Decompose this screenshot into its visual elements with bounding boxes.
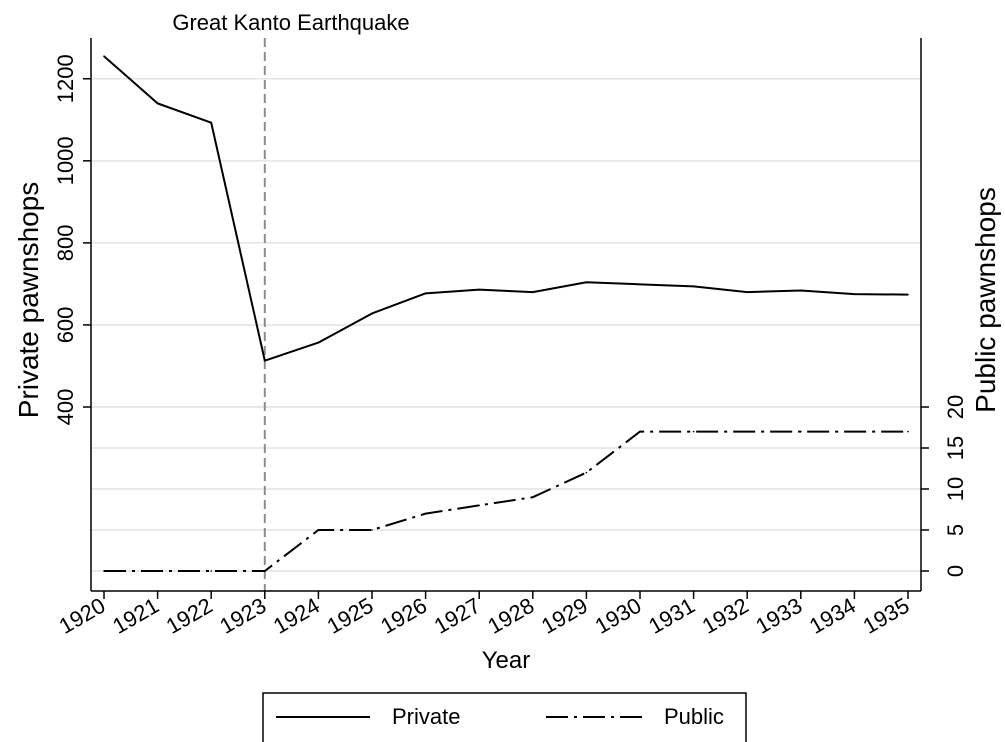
y-left-tick-label-800: 800 (53, 225, 78, 262)
data-point-public-1922 (210, 570, 212, 572)
series-line-private (103, 55, 909, 362)
data-point-public-1935 (907, 430, 909, 433)
x-tick-label-1931: 1931 (644, 593, 699, 639)
data-point-public-1930 (639, 430, 641, 433)
data-point-private-1935 (907, 293, 909, 296)
y-right-tick-label-0: 0 (943, 565, 968, 577)
data-point-private-1921 (156, 102, 159, 105)
data-point-private-1933 (800, 289, 802, 292)
y-axis-right-label: Public pawnshops (970, 187, 1001, 413)
data-point-private-1928 (532, 291, 534, 293)
y-left-tick-label-1200: 1200 (53, 54, 78, 103)
x-tick-label-1923: 1923 (215, 593, 270, 639)
data-point-public-1921 (156, 570, 159, 572)
data-point-public-1924 (317, 529, 320, 531)
x-tick-label-1920: 1920 (55, 593, 110, 639)
data-point-private-1925 (371, 312, 373, 315)
x-tick-label-1933: 1933 (751, 593, 806, 639)
x-tick-label-1932: 1932 (698, 593, 753, 639)
data-point-private-1930 (639, 283, 641, 286)
data-point-private-1931 (692, 285, 695, 288)
data-point-private-1922 (210, 121, 212, 124)
data-point-private-1934 (853, 293, 856, 295)
data-point-public-1934 (853, 430, 856, 433)
series-lines (103, 55, 909, 572)
series-line-public (104, 430, 908, 572)
data-point-private-1926 (424, 292, 427, 295)
x-tick-label-1925: 1925 (323, 593, 378, 639)
data-point-private-1920 (103, 55, 105, 57)
data-point-private-1929 (585, 281, 588, 284)
data-point-public-1928 (532, 496, 534, 499)
data-point-private-1923 (264, 359, 266, 362)
y-right-tick-label-5: 5 (943, 524, 968, 536)
data-point-private-1932 (746, 291, 748, 293)
x-tick-label-1935: 1935 (859, 593, 914, 639)
y-left-tick-label-400: 400 (53, 389, 78, 426)
gridlines (91, 78, 921, 572)
earthquake-label: Great Kanto Earthquake (172, 10, 409, 35)
data-point-public-1929 (585, 471, 588, 474)
data-point-public-1920 (103, 570, 105, 572)
x-tick-label-1921: 1921 (108, 593, 163, 639)
data-point-public-1923 (264, 570, 266, 572)
y-right-tick-label-15: 15 (943, 436, 968, 460)
data-point-public-1927 (478, 504, 481, 507)
legend: Private Public (262, 692, 747, 742)
x-tick-label-1922: 1922 (162, 593, 217, 639)
data-point-public-1925 (371, 529, 373, 531)
y-right-tick-label-10: 10 (943, 477, 968, 501)
x-tick-label-1928: 1928 (483, 593, 538, 639)
axes: 4006008001000120005101520192019211922192… (53, 38, 968, 639)
x-axis-label: Year (482, 647, 531, 674)
data-point-private-1927 (478, 288, 481, 291)
x-tick-label-1924: 1924 (269, 593, 324, 639)
x-tick-label-1926: 1926 (376, 593, 431, 639)
data-point-public-1926 (424, 512, 427, 515)
data-point-private-1924 (317, 341, 320, 344)
y-right-tick-label-20: 20 (943, 395, 968, 419)
y-left-tick-label-1000: 1000 (53, 136, 78, 185)
x-tick-label-1929: 1929 (537, 593, 592, 639)
x-tick-label-1930: 1930 (591, 593, 646, 639)
y-left-tick-label-600: 600 (53, 307, 78, 344)
data-point-public-1931 (692, 430, 695, 433)
data-point-public-1933 (800, 430, 802, 433)
x-tick-label-1927: 1927 (430, 593, 485, 639)
event-marker: Great Kanto Earthquake (172, 10, 410, 591)
legend-box (262, 692, 747, 742)
legend-public-label: Public (664, 704, 724, 729)
legend-private-label: Private (392, 704, 460, 729)
y-axis-left-label: Private pawnshops (13, 182, 44, 419)
x-tick-label-1934: 1934 (805, 593, 860, 639)
data-point-public-1932 (746, 430, 748, 433)
